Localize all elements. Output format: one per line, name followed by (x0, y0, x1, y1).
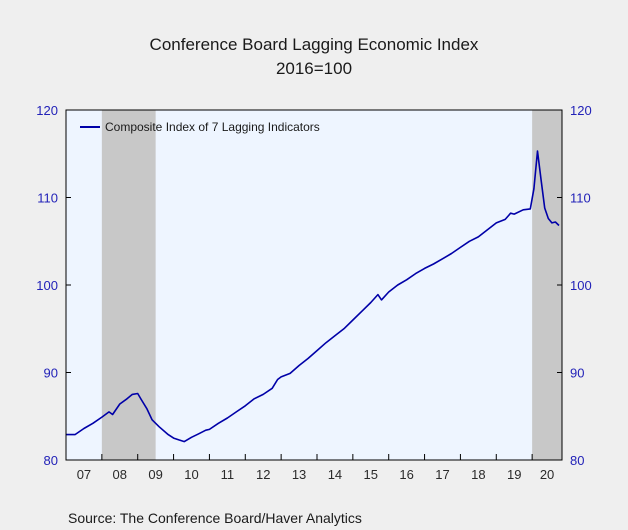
y-tick-label-left-110: 110 (37, 191, 58, 206)
x-tick-label-16: 16 (399, 467, 413, 482)
y-tick-label-left-120: 120 (36, 103, 58, 118)
recession-band-0 (101, 110, 156, 460)
series-group (66, 150, 560, 443)
plot-frame (65, 109, 563, 461)
y-tick-label-left-90: 90 (44, 366, 58, 381)
axis-ticks: 80 80 90 90 100 100 110 110 120 120 07 08 09 10 11 12 13… (36, 103, 591, 482)
source-note: Source: The Conference Board/Haver Analy… (68, 510, 362, 526)
x-tick-label-09: 09 (148, 467, 162, 482)
legend-label: Composite Index of 7 Lagging Indicators (105, 120, 320, 134)
x-tick-label-10: 10 (184, 467, 198, 482)
x-tick-label-17: 17 (435, 467, 449, 482)
x-tick-label-07: 07 (77, 467, 91, 482)
x-tick-label-18: 18 (471, 467, 485, 482)
y-tick-label-right-120: 120 (570, 103, 592, 118)
chart-title: Conference Board Lagging Economic Index (150, 35, 479, 54)
y-tick-label-left-80: 80 (44, 453, 58, 468)
y-tick-label-right-90: 90 (570, 366, 584, 381)
y-tick-label-right-80: 80 (570, 453, 584, 468)
x-tick-label-11: 11 (221, 467, 235, 482)
x-tick-label-15: 15 (364, 467, 378, 482)
y-tick-label-left-100: 100 (36, 278, 58, 293)
legend: Composite Index of 7 Lagging Indicators (80, 120, 320, 134)
x-tick-label-12: 12 (256, 467, 270, 482)
chart-subtitle: 2016=100 (276, 59, 352, 78)
x-tick-label-14: 14 (328, 467, 342, 482)
x-tick-label-08: 08 (113, 467, 127, 482)
x-tick-label-13: 13 (292, 467, 306, 482)
y-tick-label-right-100: 100 (570, 278, 592, 293)
y-tick-label-right-110: 110 (570, 191, 591, 206)
x-tick-label-20: 20 (540, 467, 554, 482)
series-line-0 (66, 150, 560, 443)
x-tick-label-19: 19 (507, 467, 521, 482)
